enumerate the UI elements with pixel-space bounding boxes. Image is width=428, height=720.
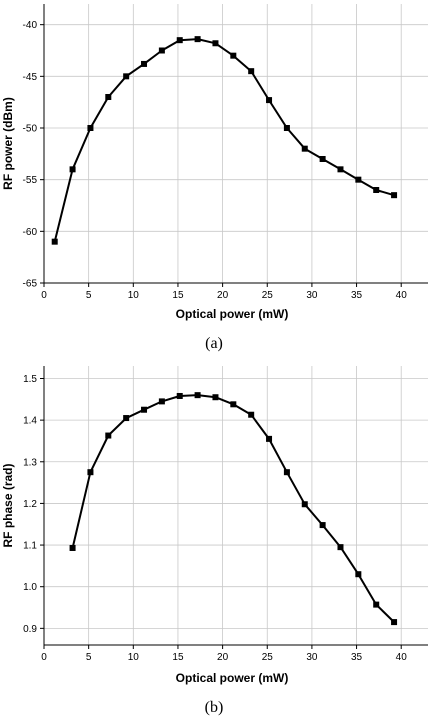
data-point — [337, 544, 344, 551]
y-tick-label: 1.1 — [23, 541, 37, 552]
data-point — [51, 238, 58, 245]
y-axis-title: RF power (dBm) — [1, 97, 15, 190]
data-point — [391, 619, 398, 626]
data-point — [105, 94, 112, 100]
x-tick-label: 25 — [262, 290, 274, 301]
y-tick-label: -50 — [23, 124, 38, 135]
x-tick-label: 15 — [172, 652, 184, 663]
data-point — [123, 415, 130, 422]
data-point — [355, 176, 362, 183]
data-point — [105, 432, 112, 439]
data-point — [176, 37, 183, 44]
x-tick-label: 0 — [41, 652, 47, 663]
data-point — [230, 52, 237, 59]
data-point — [141, 60, 148, 67]
x-tick-label: 0 — [41, 290, 47, 301]
y-tick-label: -55 — [23, 175, 38, 186]
data-point — [87, 469, 94, 476]
data-point — [176, 392, 183, 399]
data-point — [319, 156, 326, 162]
x-tick-label: 10 — [128, 290, 140, 301]
data-point — [301, 501, 308, 508]
y-tick-label: -40 — [23, 20, 38, 31]
data-point — [337, 166, 344, 173]
x-tick-label: 25 — [262, 652, 274, 663]
y-tick-label: -45 — [23, 72, 38, 83]
data-point — [301, 145, 308, 152]
data-point — [194, 36, 201, 43]
data-point — [69, 166, 76, 173]
y-tick-label: -65 — [23, 279, 38, 290]
x-tick-label: 20 — [217, 652, 229, 663]
x-tick-label: 40 — [396, 290, 408, 301]
data-point — [319, 522, 326, 529]
data-point — [212, 40, 219, 47]
series-line — [53, 38, 395, 242]
x-tick-label: 35 — [351, 652, 363, 663]
data-point — [283, 469, 290, 476]
data-point — [158, 47, 165, 54]
data-point — [266, 435, 273, 442]
data-point — [230, 401, 237, 408]
data-point — [194, 392, 201, 399]
x-axis-title: Optical power (mW) — [176, 307, 289, 321]
y-tick-label: 1.4 — [23, 416, 37, 427]
figure-caption: (b) — [205, 699, 224, 716]
data-point — [373, 187, 380, 193]
y-tick-label: 1.3 — [23, 457, 37, 468]
x-axis-title: Optical power (mW) — [176, 671, 289, 685]
data-point — [87, 125, 94, 131]
chart-b: 0 5 10 15 20 25 30 35 40 0.9 1.0 1.1 1.2 1.3 1.4 1.5 Opt… — [1, 366, 428, 716]
data-point — [141, 406, 148, 413]
x-tick-label: 35 — [351, 290, 363, 301]
x-tick-label: 40 — [396, 652, 408, 663]
data-point — [69, 544, 76, 551]
data-point — [391, 192, 398, 199]
data-point — [248, 68, 255, 75]
data-point — [373, 601, 380, 608]
x-tick-label: 5 — [86, 290, 92, 301]
x-tick-label: 30 — [306, 652, 318, 663]
y-tick-label: 1.5 — [23, 374, 37, 385]
data-point — [283, 125, 290, 131]
x-tick-label: 5 — [86, 652, 92, 663]
data-point — [212, 394, 219, 401]
x-tick-label: 15 — [172, 290, 184, 301]
data-point — [266, 97, 273, 104]
y-tick-label: 1.0 — [23, 582, 37, 593]
y-tick-label: 1.2 — [23, 499, 37, 510]
x-tick-label: 20 — [217, 290, 229, 301]
y-tick-label: 0.9 — [23, 624, 37, 635]
y-axis-title: RF phase (rad) — [1, 463, 15, 547]
series-line — [71, 394, 395, 623]
data-point — [123, 73, 130, 80]
x-tick-label: 10 — [128, 652, 140, 663]
figure-caption: (a) — [205, 335, 223, 352]
x-tick-label: 30 — [306, 290, 318, 301]
y-tick-label: -60 — [23, 227, 38, 238]
chart-a: 0 5 10 15 20 25 30 35 40 -65 -60 -55 -50 -45 -40 Optica… — [1, 4, 428, 352]
data-point — [355, 571, 362, 578]
data-point — [158, 398, 165, 405]
data-point — [248, 411, 255, 418]
